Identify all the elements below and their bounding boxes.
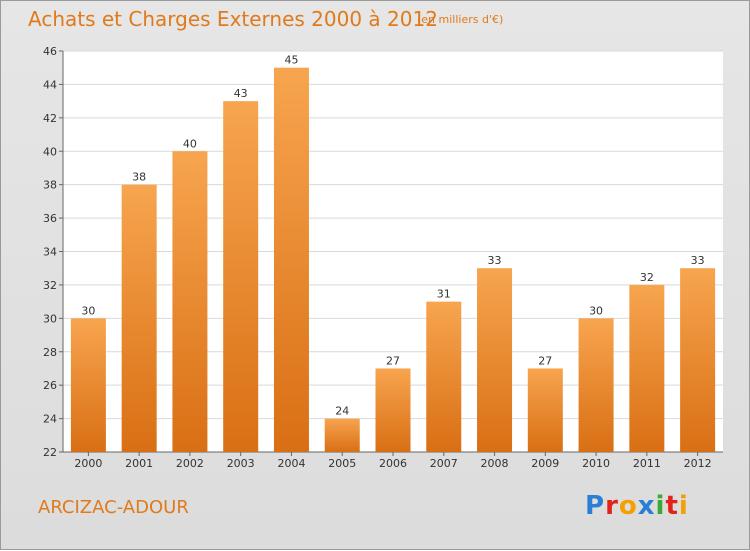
x-tick-label-2003: 2003 (227, 457, 255, 470)
value-label-2006: 27 (386, 354, 400, 367)
logo-letter: r (605, 491, 619, 521)
y-tick-label: 42 (43, 112, 57, 125)
bar-2009 (527, 368, 563, 452)
y-tick-label: 22 (43, 446, 57, 459)
y-tick-label: 26 (43, 379, 57, 392)
bar-2000 (70, 318, 106, 452)
x-tick-label-2007: 2007 (430, 457, 458, 470)
commune-name: ARCIZAC-ADOUR (38, 497, 189, 518)
bar-2003 (223, 101, 259, 452)
value-label-2001: 38 (132, 171, 146, 184)
y-tick-label: 40 (43, 145, 57, 158)
value-label-2000: 30 (81, 304, 95, 317)
x-tick-label-2010: 2010 (582, 457, 610, 470)
value-label-2007: 31 (437, 288, 451, 301)
logo-letter: i (678, 491, 689, 521)
proxiti-logo: Proxiti (585, 491, 689, 521)
y-tick-label: 30 (43, 312, 57, 325)
y-tick-label: 38 (43, 179, 57, 192)
bar-2007 (426, 301, 462, 452)
bar-2002 (172, 151, 208, 452)
logo-letter: i (655, 491, 666, 521)
x-tick-label-2011: 2011 (633, 457, 661, 470)
chart-subtitle: (en milliers d'€) (417, 13, 504, 26)
bar-2008 (477, 268, 513, 452)
x-tick-label-2006: 2006 (379, 457, 407, 470)
y-tick-label: 46 (43, 45, 57, 58)
bar-2001 (121, 184, 157, 452)
value-label-2012: 33 (691, 254, 705, 267)
y-tick-label: 34 (43, 246, 57, 259)
y-tick-label: 36 (43, 212, 57, 225)
value-label-2003: 43 (234, 87, 248, 100)
x-tick-label-2009: 2009 (531, 457, 559, 470)
logo-letter: P (585, 491, 606, 521)
value-label-2002: 40 (183, 137, 197, 150)
logo-letter: t (665, 491, 679, 521)
value-label-2010: 30 (589, 304, 603, 317)
value-label-2011: 32 (640, 271, 654, 284)
y-tick-label: 32 (43, 279, 57, 292)
logo-letter: x (637, 491, 656, 521)
chart-title: Achats et Charges Externes 2000 à 2012 (28, 7, 438, 31)
x-tick-label-2008: 2008 (481, 457, 509, 470)
bar-2004 (273, 67, 309, 452)
y-tick-label: 44 (43, 78, 57, 91)
value-label-2009: 27 (538, 354, 552, 367)
x-tick-label-2004: 2004 (277, 457, 305, 470)
value-label-2004: 45 (284, 54, 298, 67)
bar-2010 (578, 318, 614, 452)
x-tick-label-2005: 2005 (328, 457, 356, 470)
y-tick-label: 24 (43, 413, 57, 426)
bar-2005 (324, 418, 360, 452)
x-tick-label-2001: 2001 (125, 457, 153, 470)
bar-2011 (629, 284, 665, 452)
x-tick-label-2000: 2000 (74, 457, 102, 470)
y-tick-label: 28 (43, 346, 57, 359)
x-tick-label-2012: 2012 (684, 457, 712, 470)
logo-letter: o (618, 491, 638, 521)
bar-2012 (680, 268, 716, 452)
x-tick-label-2002: 2002 (176, 457, 204, 470)
value-label-2005: 24 (335, 405, 349, 418)
bar-2006 (375, 368, 411, 452)
value-label-2008: 33 (488, 254, 502, 267)
